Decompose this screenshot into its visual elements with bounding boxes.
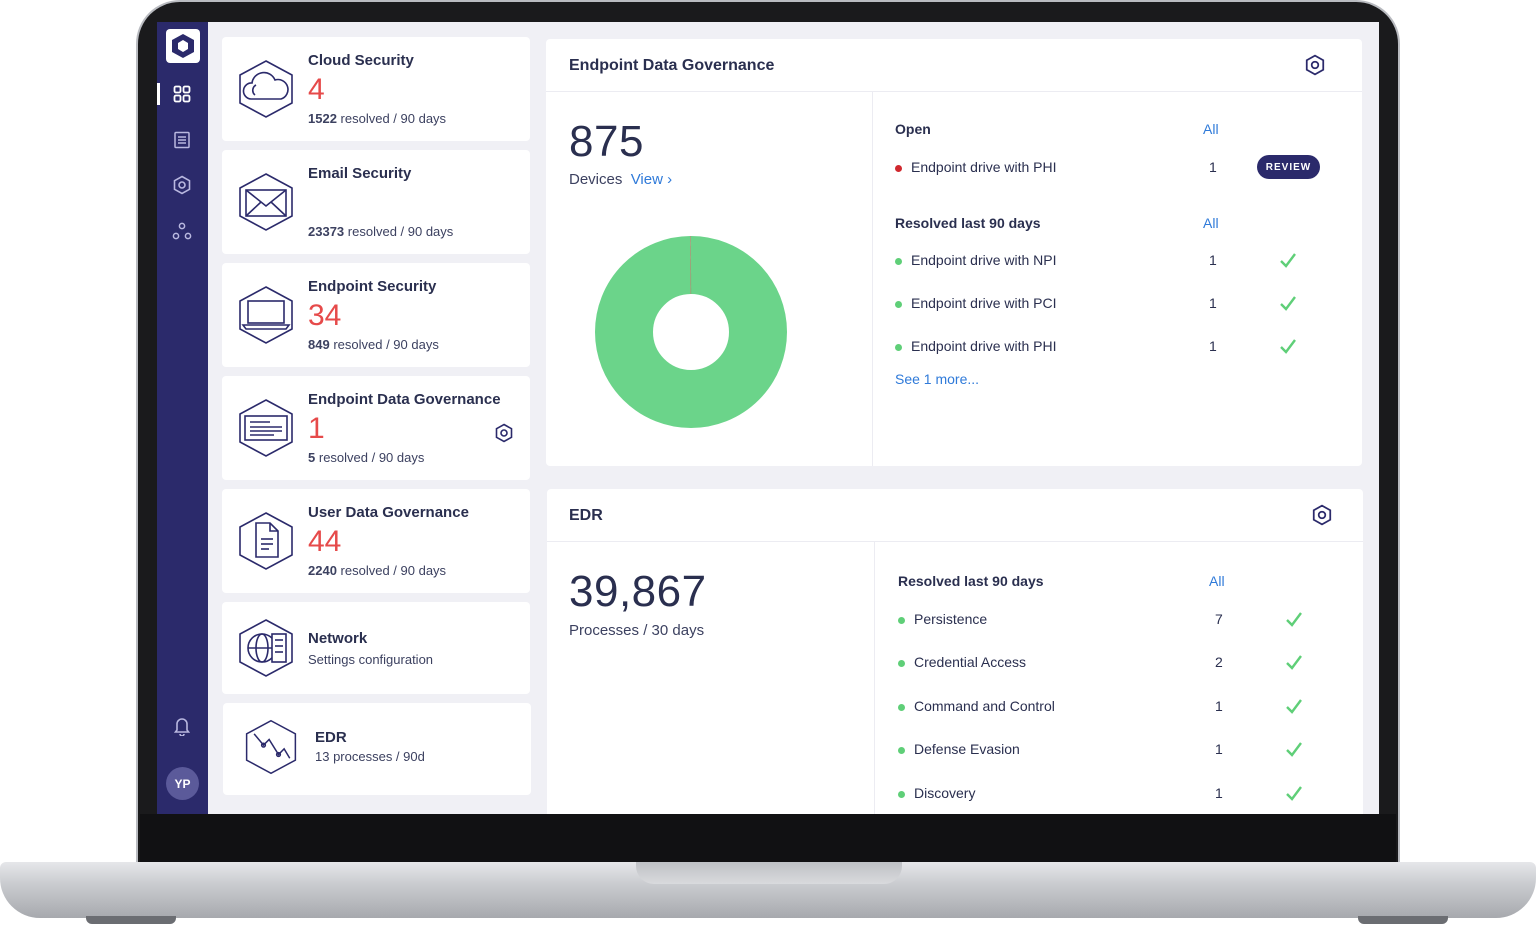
card-subtitle: 13 processes / 90d	[315, 749, 425, 764]
panel-divider	[547, 541, 1363, 542]
check-icon	[1284, 739, 1304, 764]
panel-settings-icon[interactable]	[1305, 54, 1325, 81]
card-user-data-governance[interactable]: User Data Governance 44 2240 resolved / …	[222, 489, 530, 593]
cloud-icon	[234, 57, 298, 121]
status-dot-green	[898, 617, 905, 624]
processes-label: Processes / 30 days	[569, 622, 705, 639]
check-icon	[1278, 336, 1298, 361]
card-title: Email Security	[308, 165, 412, 182]
card-network[interactable]: Network Settings configuration	[222, 602, 530, 694]
status-dot-green	[898, 747, 905, 754]
card-title: User Data Governance	[308, 504, 469, 521]
resolved-heading: Resolved last 90 days	[895, 215, 1041, 231]
integrations-icon[interactable]	[170, 219, 194, 243]
card-resolved: 23373 resolved / 90 days	[308, 224, 454, 239]
panel-title: Endpoint Data Governance	[569, 57, 775, 74]
panel-divider	[546, 91, 1362, 92]
check-icon	[1284, 783, 1304, 808]
see-more-link[interactable]: See 1 more...	[895, 371, 980, 387]
view-devices-link[interactable]: View ›	[630, 171, 673, 188]
hexagon-settings-icon[interactable]	[170, 173, 194, 197]
status-dot-green	[895, 258, 902, 265]
document-screen-icon	[234, 396, 298, 460]
envelope-icon	[234, 170, 298, 234]
card-cloud-security[interactable]: Cloud Security 4 1522 resolved / 90 days	[222, 37, 530, 141]
panel-edr: EDR 39,867 Processes / 30 days Resolved …	[547, 489, 1363, 814]
card-email-security[interactable]: Email Security 23373 resolved / 90 days	[222, 150, 530, 254]
laptop-foot-right	[1358, 916, 1448, 924]
card-resolved: 2240 resolved / 90 days	[308, 563, 447, 578]
card-title: Endpoint Security	[308, 278, 437, 295]
check-icon	[1284, 609, 1304, 634]
resolved-item[interactable]: Credential Access 2	[898, 654, 1338, 674]
sidebar: YP	[157, 22, 208, 814]
card-settings-icon[interactable]	[495, 423, 513, 448]
status-dot-red	[895, 165, 902, 172]
resolved-item[interactable]: Endpoint drive with PHI 1	[895, 338, 1335, 358]
card-count: 34	[308, 299, 342, 332]
check-icon	[1284, 652, 1304, 677]
panel-column-divider	[872, 91, 873, 466]
card-title: Cloud Security	[308, 52, 414, 69]
card-count: 4	[308, 73, 325, 106]
bell-icon[interactable]	[170, 714, 194, 738]
laptop-bezel-bottom	[140, 814, 1396, 864]
processes-count: 39,867	[569, 567, 707, 616]
card-count: 44	[308, 525, 342, 558]
resolved-item[interactable]: Endpoint drive with NPI 1	[895, 252, 1335, 272]
list-icon[interactable]	[170, 128, 194, 152]
logo-icon[interactable]	[166, 29, 200, 63]
edr-icon	[241, 717, 305, 781]
card-title: Endpoint Data Governance	[308, 391, 501, 408]
card-resolved: 5 resolved / 90 days	[308, 450, 425, 465]
devices-donut-chart	[595, 236, 787, 428]
file-icon	[234, 509, 298, 573]
resolved-item[interactable]: Persistence 7	[898, 611, 1338, 631]
panel-column-divider	[874, 541, 875, 814]
card-endpoint-security[interactable]: Endpoint Security 34 849 resolved / 90 d…	[222, 263, 530, 367]
devices-count: 875	[569, 117, 644, 166]
card-subtitle: Settings configuration	[308, 652, 434, 667]
resolved-item[interactable]: Defense Evasion 1	[898, 741, 1338, 761]
card-count: 1	[308, 412, 325, 445]
app-screen: YP Cloud Security 4 1522 resolved / 90 d…	[157, 22, 1379, 814]
status-dot-green	[898, 704, 905, 711]
resolved-heading: Resolved last 90 days	[898, 573, 1044, 589]
panel-settings-icon[interactable]	[1312, 504, 1332, 531]
dashboard-icon[interactable]	[170, 82, 194, 106]
nav-active-indicator	[157, 83, 160, 105]
open-all-link[interactable]: All	[1203, 121, 1219, 137]
resolved-item[interactable]: Endpoint drive with PCI 1	[895, 295, 1335, 315]
laptop-icon	[234, 283, 298, 347]
resolved-item[interactable]: Discovery 1	[898, 785, 1338, 805]
check-icon	[1278, 250, 1298, 275]
status-dot-green	[895, 344, 902, 351]
resolved-all-link[interactable]: All	[1203, 215, 1219, 231]
review-button[interactable]: REVIEW	[1257, 155, 1320, 179]
devices-label: Devices View ›	[569, 171, 673, 188]
card-title: EDR	[315, 729, 347, 746]
card-edr[interactable]: EDR 13 processes / 90d	[223, 703, 531, 795]
card-resolved: 1522 resolved / 90 days	[308, 111, 447, 126]
network-icon	[234, 616, 298, 680]
donut-slice-0	[595, 236, 787, 428]
status-dot-green	[898, 660, 905, 667]
status-dot-green	[895, 301, 902, 308]
card-endpoint-data-governance[interactable]: Endpoint Data Governance 1 5 resolved / …	[222, 376, 530, 480]
check-icon	[1278, 293, 1298, 318]
resolved-item[interactable]: Command and Control 1	[898, 698, 1338, 718]
user-avatar[interactable]: YP	[166, 767, 199, 800]
panel-title: EDR	[569, 507, 603, 524]
panel-endpoint-data-governance: Endpoint Data Governance 875 Devices Vie…	[546, 39, 1362, 466]
card-resolved: 849 resolved / 90 days	[308, 337, 439, 352]
open-heading: Open	[895, 121, 931, 137]
laptop-notch	[636, 862, 902, 884]
resolved-all-link[interactable]: All	[1209, 573, 1225, 589]
laptop-foot-left	[86, 916, 176, 924]
status-dot-green	[898, 791, 905, 798]
check-icon	[1284, 696, 1304, 721]
card-title: Network	[308, 630, 368, 647]
open-item[interactable]: Endpoint drive with PHI 1 REVIEW	[895, 155, 1335, 179]
